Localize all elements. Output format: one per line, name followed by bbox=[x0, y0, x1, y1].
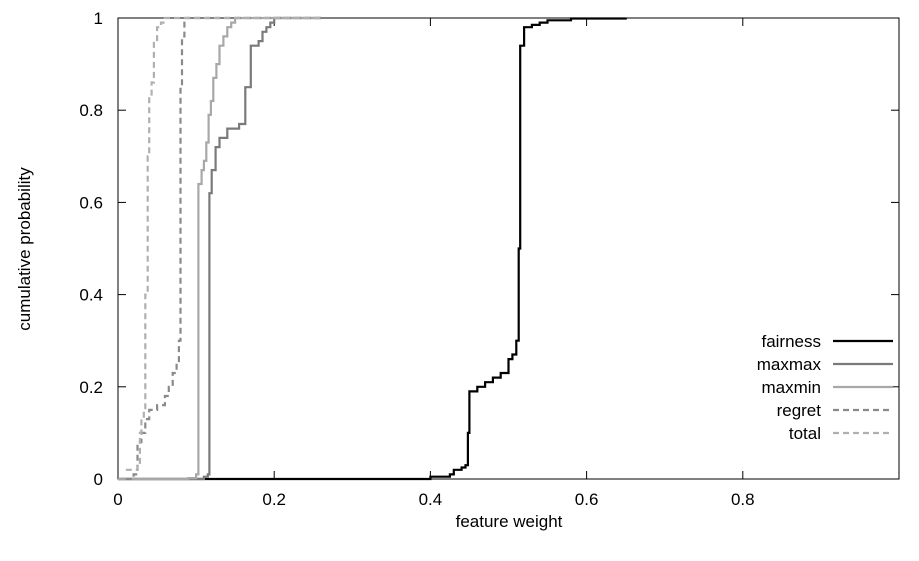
y-tick-label: 0 bbox=[94, 470, 103, 489]
series-regret bbox=[125, 16, 322, 481]
legend: fairness maxmax maxmin regret total bbox=[757, 332, 893, 443]
x-tick-label: 0 bbox=[113, 490, 122, 509]
legend-label-fairness: fairness bbox=[761, 332, 821, 351]
y-tick-label: 0.2 bbox=[79, 378, 103, 397]
legend-label-maxmin: maxmin bbox=[761, 378, 821, 397]
y-tick-label: 0.4 bbox=[79, 286, 103, 305]
x-tick-label: 0.2 bbox=[262, 490, 286, 509]
x-tick-label: 0.6 bbox=[575, 490, 599, 509]
series-fairness bbox=[118, 17, 627, 481]
legend-label-total: total bbox=[789, 424, 821, 443]
series-total bbox=[125, 16, 322, 471]
x-tick-label: 0.8 bbox=[731, 490, 755, 509]
series-lines bbox=[118, 16, 627, 481]
legend-label-regret: regret bbox=[777, 401, 822, 420]
series-maxmin bbox=[118, 16, 322, 481]
y-axis-title: cumulative probability bbox=[15, 167, 34, 331]
x-axis-title: feature weight bbox=[456, 512, 563, 531]
axis-ticks: 0 0.2 0.4 0.6 0.8 0 0.2 0.4 0.6 0.8 1 bbox=[79, 9, 899, 509]
series-maxmax bbox=[118, 16, 322, 481]
y-tick-label: 0.6 bbox=[79, 193, 103, 212]
plot-frame bbox=[117, 17, 900, 480]
y-tick-label: 0.8 bbox=[79, 101, 103, 120]
legend-label-maxmax: maxmax bbox=[757, 355, 822, 374]
x-tick-label: 0.4 bbox=[419, 490, 443, 509]
y-tick-label: 1 bbox=[94, 9, 103, 28]
